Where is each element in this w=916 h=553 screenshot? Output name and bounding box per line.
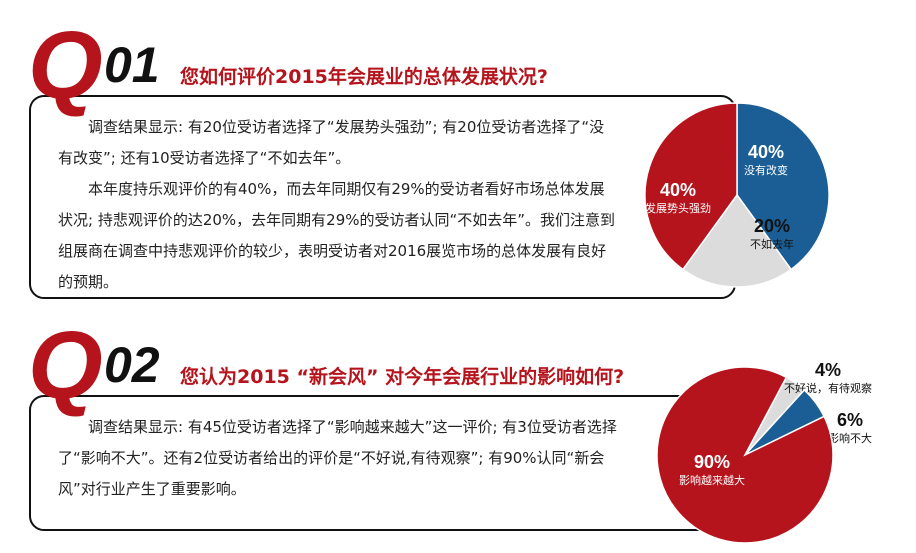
q-number: 02 — [104, 337, 160, 393]
value-label: 90% — [694, 452, 730, 472]
q-letter: Q — [28, 12, 103, 119]
paragraph: 调查结果显示: 有20位受访者选择了“发展势头强劲”; 有20位受访者选择了“没… — [58, 118, 605, 167]
pie-slice — [736, 102, 830, 271]
q-letter: Q — [28, 312, 103, 419]
value-label: 20% — [754, 216, 790, 236]
paragraph: 本年度持乐观评价的有40%，而去年同期仅有29%的受访者看好市场总体发展状况; … — [58, 180, 616, 291]
question-title: 您如何评价2015年会展业的总体发展状况? — [180, 66, 548, 88]
value-label: 40% — [660, 180, 696, 200]
pie-slice — [681, 193, 793, 288]
slice-label: 影响越来越大 — [679, 473, 745, 487]
slice-label: 不好说，有待观察 — [784, 381, 872, 395]
slice-label: 影响不大 — [828, 431, 872, 445]
value-label: 6% — [837, 410, 863, 430]
q-number: 01 — [104, 37, 160, 93]
slice-label: 发展势头强劲 — [645, 201, 711, 215]
answer-text: 调查结果显示: 有45位受访者选择了“影响越来越大”这一评价; 有3位受访者选择… — [58, 412, 618, 505]
pie-slice — [656, 366, 834, 544]
question-title: 您认为2015 “新会风” 对今年会展行业的影响如何? — [180, 366, 625, 388]
answer-text: 调查结果显示: 有20位受访者选择了“发展势头强劲”; 有20位受访者选择了“没… — [58, 112, 618, 298]
value-label: 40% — [748, 142, 784, 162]
pie-slice — [644, 102, 738, 271]
slice-label: 不如去年 — [750, 237, 794, 251]
value-label: 4% — [815, 360, 841, 380]
paragraph: 调查结果显示: 有45位受访者选择了“影响越来越大”这一评价; 有3位受访者选择… — [58, 418, 617, 498]
slice-label: 没有改变 — [744, 163, 788, 177]
